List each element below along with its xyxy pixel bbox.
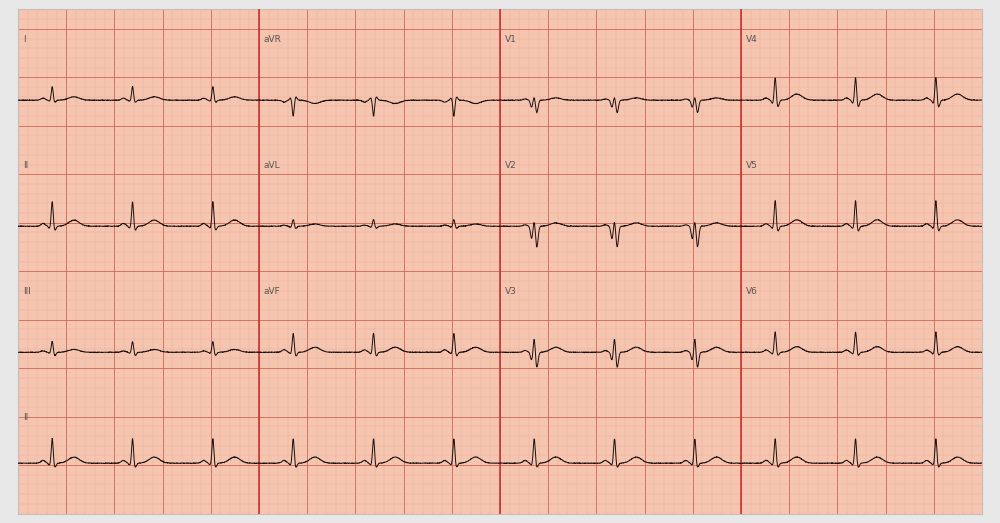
Text: I: I [23, 35, 25, 43]
Text: aVL: aVL [264, 161, 280, 169]
Text: V3: V3 [505, 287, 517, 295]
Text: aVF: aVF [264, 287, 281, 295]
Text: V4: V4 [746, 35, 758, 43]
Text: II: II [23, 161, 28, 169]
Text: V2: V2 [505, 161, 517, 169]
Text: II: II [23, 413, 28, 422]
Text: III: III [23, 287, 31, 295]
Text: V5: V5 [746, 161, 758, 169]
Text: V6: V6 [746, 287, 758, 295]
Text: aVR: aVR [264, 35, 282, 43]
Text: V1: V1 [505, 35, 517, 43]
